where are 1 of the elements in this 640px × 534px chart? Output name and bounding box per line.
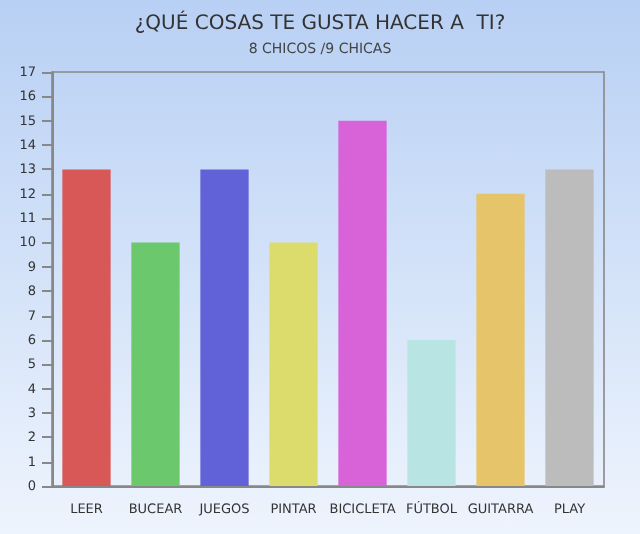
chart-title: ¿QUÉ COSAS TE GUSTA HACER A TI? [134, 9, 506, 35]
